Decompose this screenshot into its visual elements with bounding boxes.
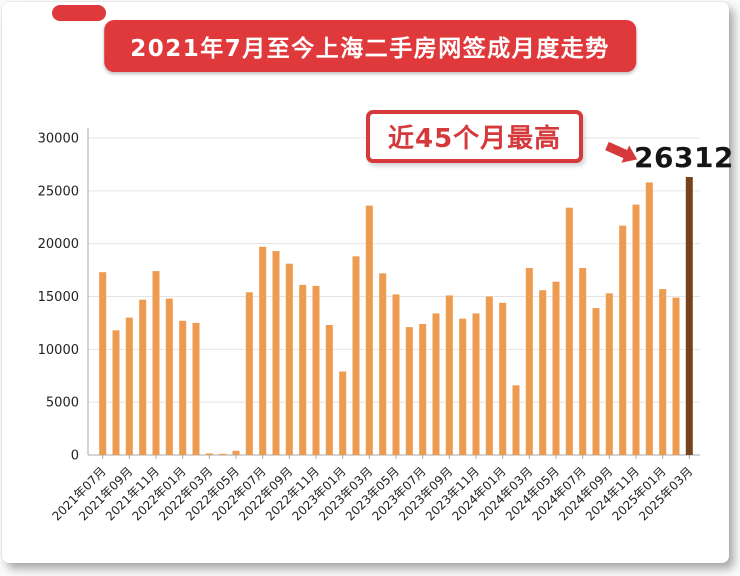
bar-2022年10月	[299, 284, 307, 455]
peak-value-label: 26312	[634, 141, 734, 174]
bar-2024年11月	[632, 204, 640, 455]
bar-2024年02月	[512, 385, 520, 455]
bar-2023年03月	[365, 205, 373, 455]
bar-2023年05月	[392, 294, 400, 455]
bar-2021年09月	[125, 317, 133, 455]
bar-2023年01月	[339, 371, 347, 455]
bar-2022年04月	[219, 453, 227, 455]
bar-2022年09月	[285, 263, 293, 455]
bar-2022年11月	[312, 285, 320, 455]
bar-2024年06月	[565, 207, 573, 455]
bar-2021年07月	[99, 272, 107, 455]
bar-2022年08月	[272, 251, 280, 455]
bar-2023年10月	[459, 318, 467, 455]
bar-2024年05月	[552, 281, 560, 455]
bar-2022年03月	[205, 453, 213, 455]
chart-title: 2021年7月至今上海二手房网签成月度走势	[130, 36, 610, 62]
annotation-label: 近45个月最高	[388, 124, 562, 154]
bar-2024年04月	[539, 290, 547, 455]
bar-2021年11月	[152, 271, 160, 455]
bar-2024年07月	[579, 268, 587, 455]
chart-card	[2, 2, 729, 563]
red-corner-decoration	[52, 5, 106, 21]
bar-2025年02月	[672, 297, 680, 455]
bar-2023年09月	[445, 295, 453, 455]
y-tick-label: 25000	[38, 184, 79, 199]
y-tick-label: 15000	[38, 290, 79, 305]
bar-2023年07月	[419, 324, 427, 455]
y-tick-label: 10000	[38, 343, 79, 358]
bar-2023年12月	[485, 296, 493, 455]
bar-2022年02月	[192, 322, 200, 455]
y-tick-label: 30000	[38, 132, 79, 147]
bar-2023年11月	[472, 313, 480, 455]
bar-2023年02月	[352, 256, 360, 455]
bar-2022年05月	[232, 450, 240, 455]
arrow-icon	[605, 141, 638, 163]
bar-2023年08月	[432, 313, 440, 455]
bar-2021年12月	[165, 298, 173, 455]
bar-2023年06月	[405, 327, 413, 455]
bar-2021年08月	[112, 330, 120, 455]
bar-2022年01月	[179, 320, 187, 455]
bar-2024年08月	[592, 308, 600, 455]
bar-2024年09月	[605, 293, 613, 455]
y-tick-label: 0	[71, 449, 79, 464]
bar-2024年01月	[499, 302, 507, 455]
bar-2022年06月	[245, 292, 253, 455]
bar-2025年01月	[659, 289, 667, 455]
y-tick-label: 20000	[38, 237, 79, 252]
bar-2024年12月	[645, 182, 653, 455]
bar-2025年03月	[685, 177, 693, 455]
bar-2021年10月	[139, 299, 147, 455]
bar-2022年07月	[259, 246, 267, 455]
chart-title-banner: 2021年7月至今上海二手房网签成月度走势	[104, 20, 636, 72]
bar-2022年12月	[325, 325, 333, 455]
bar-2024年03月	[525, 268, 533, 455]
bar-2024年10月	[619, 225, 627, 455]
y-tick-label: 5000	[46, 396, 79, 411]
bar-2023年04月	[379, 273, 387, 455]
annotation-callout: 近45个月最高	[366, 110, 584, 163]
